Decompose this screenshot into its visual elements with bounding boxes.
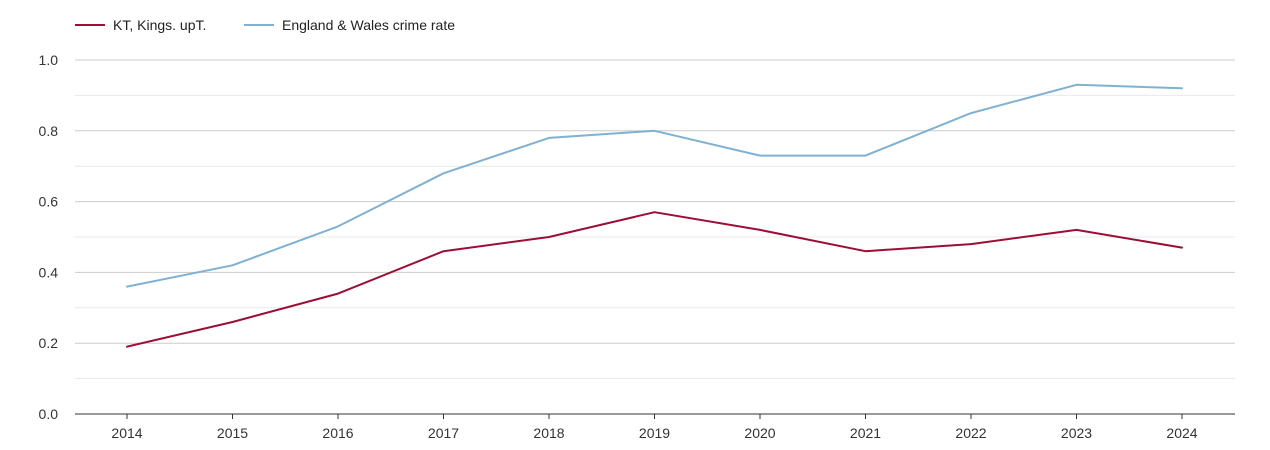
x-axis-ticks: 2014 2015 2016 2017 2018 2019 2020 2021 2022 2023… [111, 414, 1198, 441]
gridlines [75, 59, 1235, 415]
x-tick-label: 2014 [111, 425, 142, 441]
series-line-1 [126, 83, 1183, 288]
y-tick-label: 0.8 [39, 123, 59, 139]
x-tick-label: 2021 [850, 425, 881, 441]
x-tick-label: 2020 [744, 425, 775, 441]
y-tick-label: 0.2 [39, 335, 59, 351]
y-tick-label: 0.6 [39, 194, 59, 210]
legend-label-1: England & Wales crime rate [282, 17, 455, 33]
x-tick-label: 2016 [322, 425, 353, 441]
x-tick-label: 2015 [217, 425, 248, 441]
y-axis-ticks: 0.0 0.2 0.4 0.6 0.8 1.0 [39, 52, 59, 422]
x-tick-label: 2019 [639, 425, 670, 441]
y-tick-label: 1.0 [39, 52, 59, 68]
legend-label-0: KT, Kings. upT. [113, 17, 206, 33]
x-tick-label: 2018 [533, 425, 564, 441]
x-tick-label: 2017 [428, 425, 459, 441]
series-lines [126, 83, 1183, 348]
legend: KT, Kings. upT. England & Wales crime rat… [75, 17, 455, 33]
x-tick-label: 2022 [955, 425, 986, 441]
series-line-0 [126, 211, 1183, 348]
x-tick-label: 2024 [1166, 425, 1197, 441]
y-tick-label: 0.0 [39, 406, 59, 422]
x-tick-label: 2023 [1061, 425, 1092, 441]
y-tick-label: 0.4 [39, 264, 59, 280]
